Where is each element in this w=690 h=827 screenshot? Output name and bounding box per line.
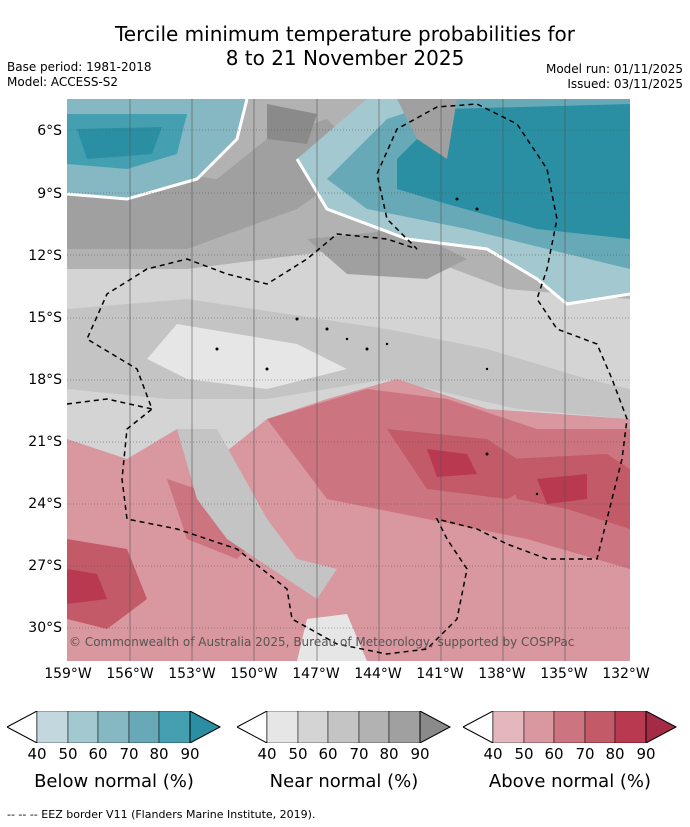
below-tick-40: 40 bbox=[27, 745, 47, 763]
colorbar-above-svg bbox=[461, 710, 678, 744]
above-tick-40: 40 bbox=[483, 745, 503, 763]
colorbar-below-min-arrow bbox=[5, 710, 38, 744]
lon-label-132w: 132°W bbox=[602, 666, 650, 682]
lon-label-135w: 135°W bbox=[540, 666, 588, 682]
base-period: Base period: 1981-2018 bbox=[7, 60, 152, 74]
near-normal-90-patch bbox=[267, 104, 317, 144]
meta-left: Base period: 1981-2018 Model: ACCESS-S2 bbox=[7, 60, 152, 90]
colorbar-above: 40 50 60 70 80 90 Above normal (%) bbox=[461, 710, 678, 811]
colorbar-below-label: Below normal (%) bbox=[34, 771, 194, 792]
colorbar-above-swatch-1 bbox=[492, 710, 525, 744]
above-tick-70: 70 bbox=[575, 745, 595, 763]
colorbar-above-swatch-2 bbox=[523, 710, 555, 744]
map-title: Tercile minimum temperature probabilitie… bbox=[0, 22, 690, 70]
below-normal-90-nw bbox=[77, 127, 162, 159]
eez-border bbox=[67, 103, 628, 655]
lat-label-12s: 12°S bbox=[28, 248, 62, 264]
lat-label-21s: 21°S bbox=[28, 434, 62, 450]
lat-label-24s: 24°S bbox=[28, 496, 62, 512]
colorbar-below-max-arrow bbox=[189, 710, 222, 744]
lat-label-15s: 15°S bbox=[28, 310, 62, 326]
near-normal-notch-ne bbox=[397, 99, 457, 159]
islands bbox=[215, 197, 539, 496]
above-tick-90: 90 bbox=[636, 745, 656, 763]
near-normal-40-patch bbox=[147, 324, 347, 389]
contour-boundary-ne bbox=[295, 158, 630, 306]
meta-right: Model run: 01/11/2025 Issued: 03/11/2025 bbox=[546, 62, 683, 92]
lat-label-27s: 27°S bbox=[28, 558, 62, 574]
colorbar-near-swatch-4 bbox=[358, 710, 390, 744]
colorbar-below-swatch-5 bbox=[158, 710, 191, 744]
below-tick-50: 50 bbox=[58, 745, 78, 763]
colorbar-above-label: Above normal (%) bbox=[488, 771, 652, 792]
near-normal-60-band bbox=[67, 299, 630, 419]
lat-label-9s: 9°S bbox=[37, 186, 62, 202]
near-tick-60: 60 bbox=[318, 745, 338, 763]
lat-label-6s: 6°S bbox=[37, 123, 62, 139]
lon-label-153w: 153°W bbox=[168, 666, 216, 682]
near-tick-70: 70 bbox=[349, 745, 369, 763]
near-normal-80-region-west bbox=[67, 119, 367, 249]
colorbar-near-swatch-5 bbox=[388, 710, 421, 744]
colorbar-below-swatch-4 bbox=[128, 710, 160, 744]
issued-date: Issued: 03/11/2025 bbox=[567, 77, 683, 91]
colorbar-above-swatch-5 bbox=[614, 710, 647, 744]
below-tick-70: 70 bbox=[119, 745, 139, 763]
near-tick-50: 50 bbox=[288, 745, 308, 763]
lon-label-147w: 147°W bbox=[292, 666, 340, 682]
probability-map: © Commonwealth of Australia 2025, Bureau… bbox=[67, 99, 630, 661]
colorbar-below-swatch-3 bbox=[97, 710, 130, 744]
colorbar-above-swatch-3 bbox=[553, 710, 586, 744]
copyright-notice: © Commonwealth of Australia 2025, Bureau… bbox=[69, 635, 575, 649]
contour-boundary-nw bbox=[67, 99, 249, 201]
above-normal-80-central bbox=[427, 449, 477, 477]
above-tick-60: 60 bbox=[544, 745, 564, 763]
colorbar-below-swatch-2 bbox=[67, 710, 99, 744]
lat-label-18s: 18°S bbox=[28, 372, 62, 388]
graticule bbox=[67, 99, 630, 661]
above-normal-70-sw bbox=[67, 539, 147, 629]
near-tick-40: 40 bbox=[257, 745, 277, 763]
lon-label-156w: 156°W bbox=[106, 666, 154, 682]
colorbar-near-label: Near normal (%) bbox=[269, 771, 419, 792]
below-normal-90-ne bbox=[397, 104, 630, 239]
below-tick-90: 90 bbox=[180, 745, 200, 763]
colorbar-above-min-arrow bbox=[461, 710, 494, 744]
colorbar-near-swatch-2 bbox=[297, 710, 329, 744]
colorbar-near: 40 50 60 70 80 90 Near normal (%) bbox=[235, 710, 452, 811]
above-tick-50: 50 bbox=[514, 745, 534, 763]
colorbar-near-max-arrow bbox=[419, 710, 452, 744]
model-run: Model run: 01/11/2025 bbox=[545, 62, 683, 76]
below-tick-60: 60 bbox=[88, 745, 108, 763]
above-normal-80-east bbox=[537, 474, 587, 504]
lon-label-150w: 150°W bbox=[230, 666, 278, 682]
near-tick-80: 80 bbox=[379, 745, 399, 763]
colorbar-near-swatch-1 bbox=[266, 710, 299, 744]
colorbar-near-swatch-3 bbox=[327, 710, 360, 744]
below-tick-80: 80 bbox=[149, 745, 169, 763]
title-line-1: Tercile minimum temperature probabilitie… bbox=[114, 22, 576, 46]
colorbar-above-swatch-4 bbox=[584, 710, 616, 744]
lon-label-144w: 144°W bbox=[354, 666, 402, 682]
lon-label-141w: 141°W bbox=[416, 666, 464, 682]
colorbar-above-max-arrow bbox=[645, 710, 678, 744]
title-line-2: 8 to 21 November 2025 bbox=[225, 46, 465, 70]
above-normal-80-sw bbox=[67, 569, 107, 604]
eez-footer-note: -- -- -- EEZ border V11 (Flanders Marine… bbox=[7, 808, 316, 821]
colorbar-near-svg bbox=[235, 710, 452, 744]
lon-label-159w: 159°W bbox=[44, 666, 92, 682]
lat-label-30s: 30°S bbox=[28, 620, 62, 636]
lon-label-138w: 138°W bbox=[478, 666, 526, 682]
above-tick-80: 80 bbox=[605, 745, 625, 763]
near-normal-40-south bbox=[297, 614, 367, 661]
colorbar-below-swatch-1 bbox=[36, 710, 69, 744]
near-normal-tongue bbox=[177, 429, 337, 599]
colorbar-below: 40 50 60 70 80 90 Below normal (%) bbox=[5, 710, 222, 811]
colorbar-below-svg bbox=[5, 710, 222, 744]
map-svg bbox=[67, 99, 630, 661]
colorbar-near-min-arrow bbox=[235, 710, 268, 744]
near-tick-90: 90 bbox=[410, 745, 430, 763]
model-name: Model: ACCESS-S2 bbox=[7, 75, 119, 89]
